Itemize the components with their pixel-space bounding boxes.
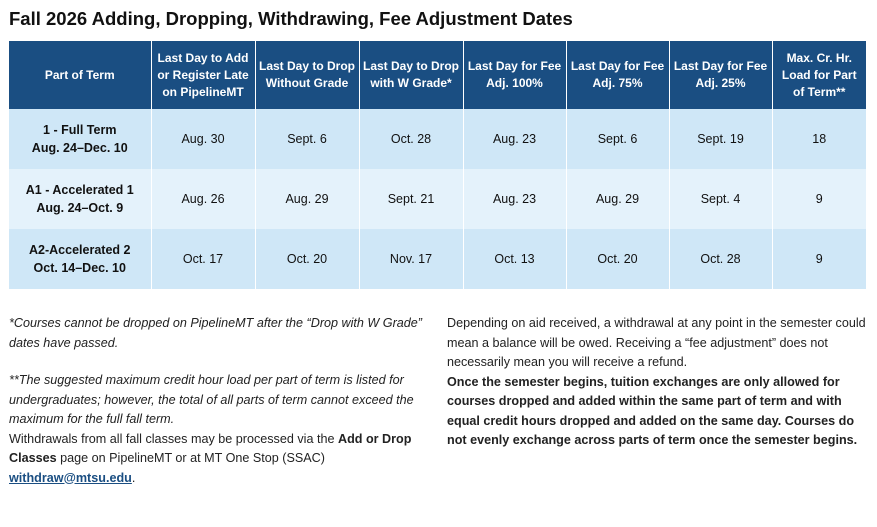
- term-dates: Aug. 24–Oct. 9: [36, 201, 124, 215]
- page-title: Fall 2026 Adding, Dropping, Withdrawing,…: [9, 8, 573, 29]
- table-cell: Aug. 23: [463, 109, 567, 169]
- table-cell: Aug. 29: [566, 169, 670, 229]
- withdrawal-prefix: Withdrawals from all fall classes may be…: [9, 431, 338, 446]
- dates-table: Part of Term Last Day to Add or Register…: [9, 41, 866, 289]
- notes-column: *Courses cannot be dropped on PipelineMT…: [9, 314, 429, 488]
- table-cell: Sept. 4: [669, 169, 773, 229]
- withdraw-email-link[interactable]: withdraw@mtsu.edu: [9, 470, 132, 485]
- withdrawal-note: Withdrawals from all fall classes may be…: [9, 430, 429, 489]
- add-drop-classes-label: Add or Drop Classes: [9, 431, 412, 466]
- col-header-drop-without-grade: Last Day to Drop Without Grade: [255, 41, 360, 109]
- term-cell: 1 - Full Term Aug. 24–Dec. 10: [9, 109, 152, 169]
- term-name: 1 - Full Term: [43, 123, 117, 137]
- col-header-part-of-term: Part of Term: [9, 41, 152, 109]
- col-header-fee-75: Last Day for Fee Adj. 75%: [566, 41, 670, 109]
- table-cell: Nov. 17: [359, 229, 464, 289]
- col-header-max-credit: Max. Cr. Hr. Load for Part of Term**: [772, 41, 866, 109]
- table-row: A1 - Accelerated 1 Aug. 24–Oct. 9 Aug. 2…: [9, 169, 866, 229]
- col-header-last-day-add: Last Day to Add or Register Late on Pipe…: [151, 41, 256, 109]
- table-cell: 9: [772, 169, 866, 229]
- term-name: A2-Accelerated 2: [29, 243, 131, 257]
- footnote-max-credit: **The suggested maximum credit hour load…: [9, 373, 414, 426]
- table-cell: Sept. 6: [255, 109, 360, 169]
- table-cell: Oct. 20: [566, 229, 670, 289]
- term-dates: Aug. 24–Dec. 10: [31, 141, 128, 155]
- table-row: 1 - Full Term Aug. 24–Dec. 10 Aug. 30 Se…: [9, 109, 866, 169]
- table-cell: Aug. 23: [463, 169, 567, 229]
- withdrawal-suffix: page on PipelineMT or at MT One Stop (SS…: [56, 451, 325, 465]
- col-header-fee-25: Last Day for Fee Adj. 25%: [669, 41, 773, 109]
- table-row: A2-Accelerated 2 Oct. 14–Dec. 10 Oct. 17…: [9, 229, 866, 289]
- table-cell: Oct. 13: [463, 229, 567, 289]
- withdrawal-end: .: [131, 470, 136, 485]
- table-cell: 18: [772, 109, 866, 169]
- table-cell: Oct. 28: [669, 229, 773, 289]
- aid-note: Depending on aid received, a withdrawal …: [447, 316, 866, 369]
- col-header-drop-with-w: Last Day to Drop with W Grade*: [359, 41, 464, 109]
- table-cell: Oct. 28: [359, 109, 464, 169]
- col-header-fee-100: Last Day for Fee Adj. 100%: [463, 41, 567, 109]
- info-column: Depending on aid received, a withdrawal …: [447, 314, 867, 451]
- table-header-row: Part of Term Last Day to Add or Register…: [9, 41, 866, 109]
- footnote-drop-w: *Courses cannot be dropped on PipelineMT…: [9, 316, 422, 350]
- table-cell: Sept. 19: [669, 109, 773, 169]
- term-cell: A1 - Accelerated 1 Aug. 24–Oct. 9: [9, 169, 152, 229]
- term-dates: Oct. 14–Dec. 10: [33, 261, 126, 275]
- table-cell: Aug. 26: [151, 169, 256, 229]
- table-cell: 9: [772, 229, 866, 289]
- table-cell: Aug. 30: [151, 109, 256, 169]
- table-cell: Oct. 20: [255, 229, 360, 289]
- table-cell: Sept. 6: [566, 109, 670, 169]
- table-cell: Aug. 29: [255, 169, 360, 229]
- table-cell: Oct. 17: [151, 229, 256, 289]
- table-cell: Sept. 21: [359, 169, 464, 229]
- term-cell: A2-Accelerated 2 Oct. 14–Dec. 10: [9, 229, 152, 289]
- term-name: A1 - Accelerated 1: [25, 183, 134, 197]
- tuition-exchange-note: Once the semester begins, tuition exchan…: [447, 374, 858, 448]
